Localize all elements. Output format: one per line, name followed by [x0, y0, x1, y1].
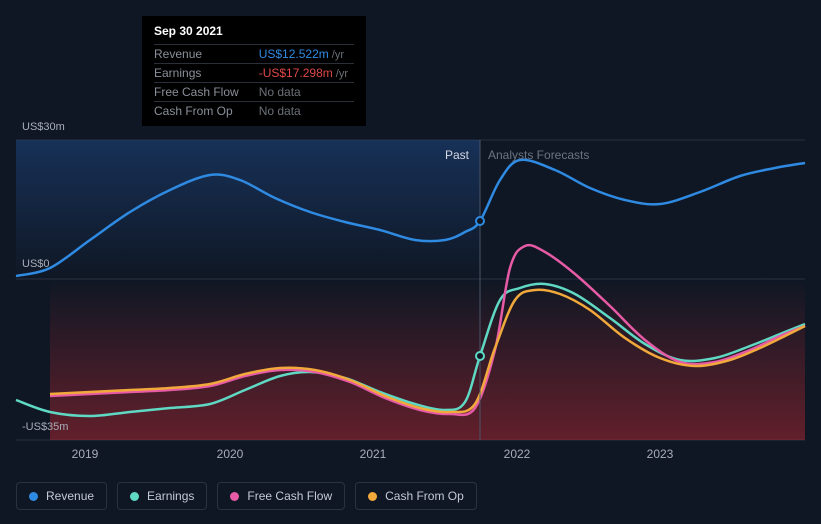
y-axis-label: -US$35m	[22, 421, 68, 433]
y-axis-label: US$30m	[22, 121, 65, 133]
tooltip-row-label: Earnings	[154, 64, 259, 83]
tooltip-row: Free Cash FlowNo data	[154, 83, 354, 102]
legend-dot-icon	[130, 492, 139, 501]
legend-dot-icon	[230, 492, 239, 501]
legend-label: Cash From Op	[385, 489, 464, 503]
tooltip-table: RevenueUS$12.522m /yrEarnings-US$17.298m…	[154, 44, 354, 120]
legend-item-earnings[interactable]: Earnings	[117, 482, 207, 510]
tooltip-date: Sep 30 2021	[154, 24, 354, 38]
split-label-past: Past	[445, 148, 469, 162]
past-shade	[16, 140, 805, 440]
x-axis-label: 2023	[647, 447, 674, 461]
legend-item-cfo[interactable]: Cash From Op	[355, 482, 477, 510]
legend-label: Free Cash Flow	[247, 489, 332, 503]
tooltip-row-value: No data	[259, 83, 354, 102]
financials-chart[interactable]	[0, 0, 821, 524]
y-axis-label: US$0	[22, 258, 50, 270]
tooltip-row-value: -US$17.298m /yr	[259, 64, 354, 83]
tooltip-row: RevenueUS$12.522m /yr	[154, 45, 354, 64]
tooltip-row-value: US$12.522m /yr	[259, 45, 354, 64]
tooltip-row-label: Revenue	[154, 45, 259, 64]
x-axis-label: 2019	[72, 447, 99, 461]
tooltip-row-label: Cash From Op	[154, 102, 259, 121]
x-axis-label: 2021	[360, 447, 387, 461]
legend: Revenue Earnings Free Cash Flow Cash From O…	[16, 482, 477, 510]
tooltip-row: Cash From OpNo data	[154, 102, 354, 121]
legend-item-revenue[interactable]: Revenue	[16, 482, 107, 510]
legend-item-fcf[interactable]: Free Cash Flow	[217, 482, 345, 510]
split-label-forecast: Analysts Forecasts	[488, 148, 589, 162]
legend-dot-icon	[29, 492, 38, 501]
hover-marker-revenue	[476, 217, 484, 225]
hover-tooltip: Sep 30 2021 RevenueUS$12.522m /yrEarning…	[142, 16, 366, 126]
tooltip-row-label: Free Cash Flow	[154, 83, 259, 102]
legend-label: Revenue	[46, 489, 94, 503]
x-axis-label: 2022	[504, 447, 531, 461]
legend-label: Earnings	[147, 489, 194, 503]
legend-dot-icon	[368, 492, 377, 501]
tooltip-row-value: No data	[259, 102, 354, 121]
x-axis-label: 2020	[217, 447, 244, 461]
hover-marker-earnings	[476, 352, 484, 360]
tooltip-row: Earnings-US$17.298m /yr	[154, 64, 354, 83]
